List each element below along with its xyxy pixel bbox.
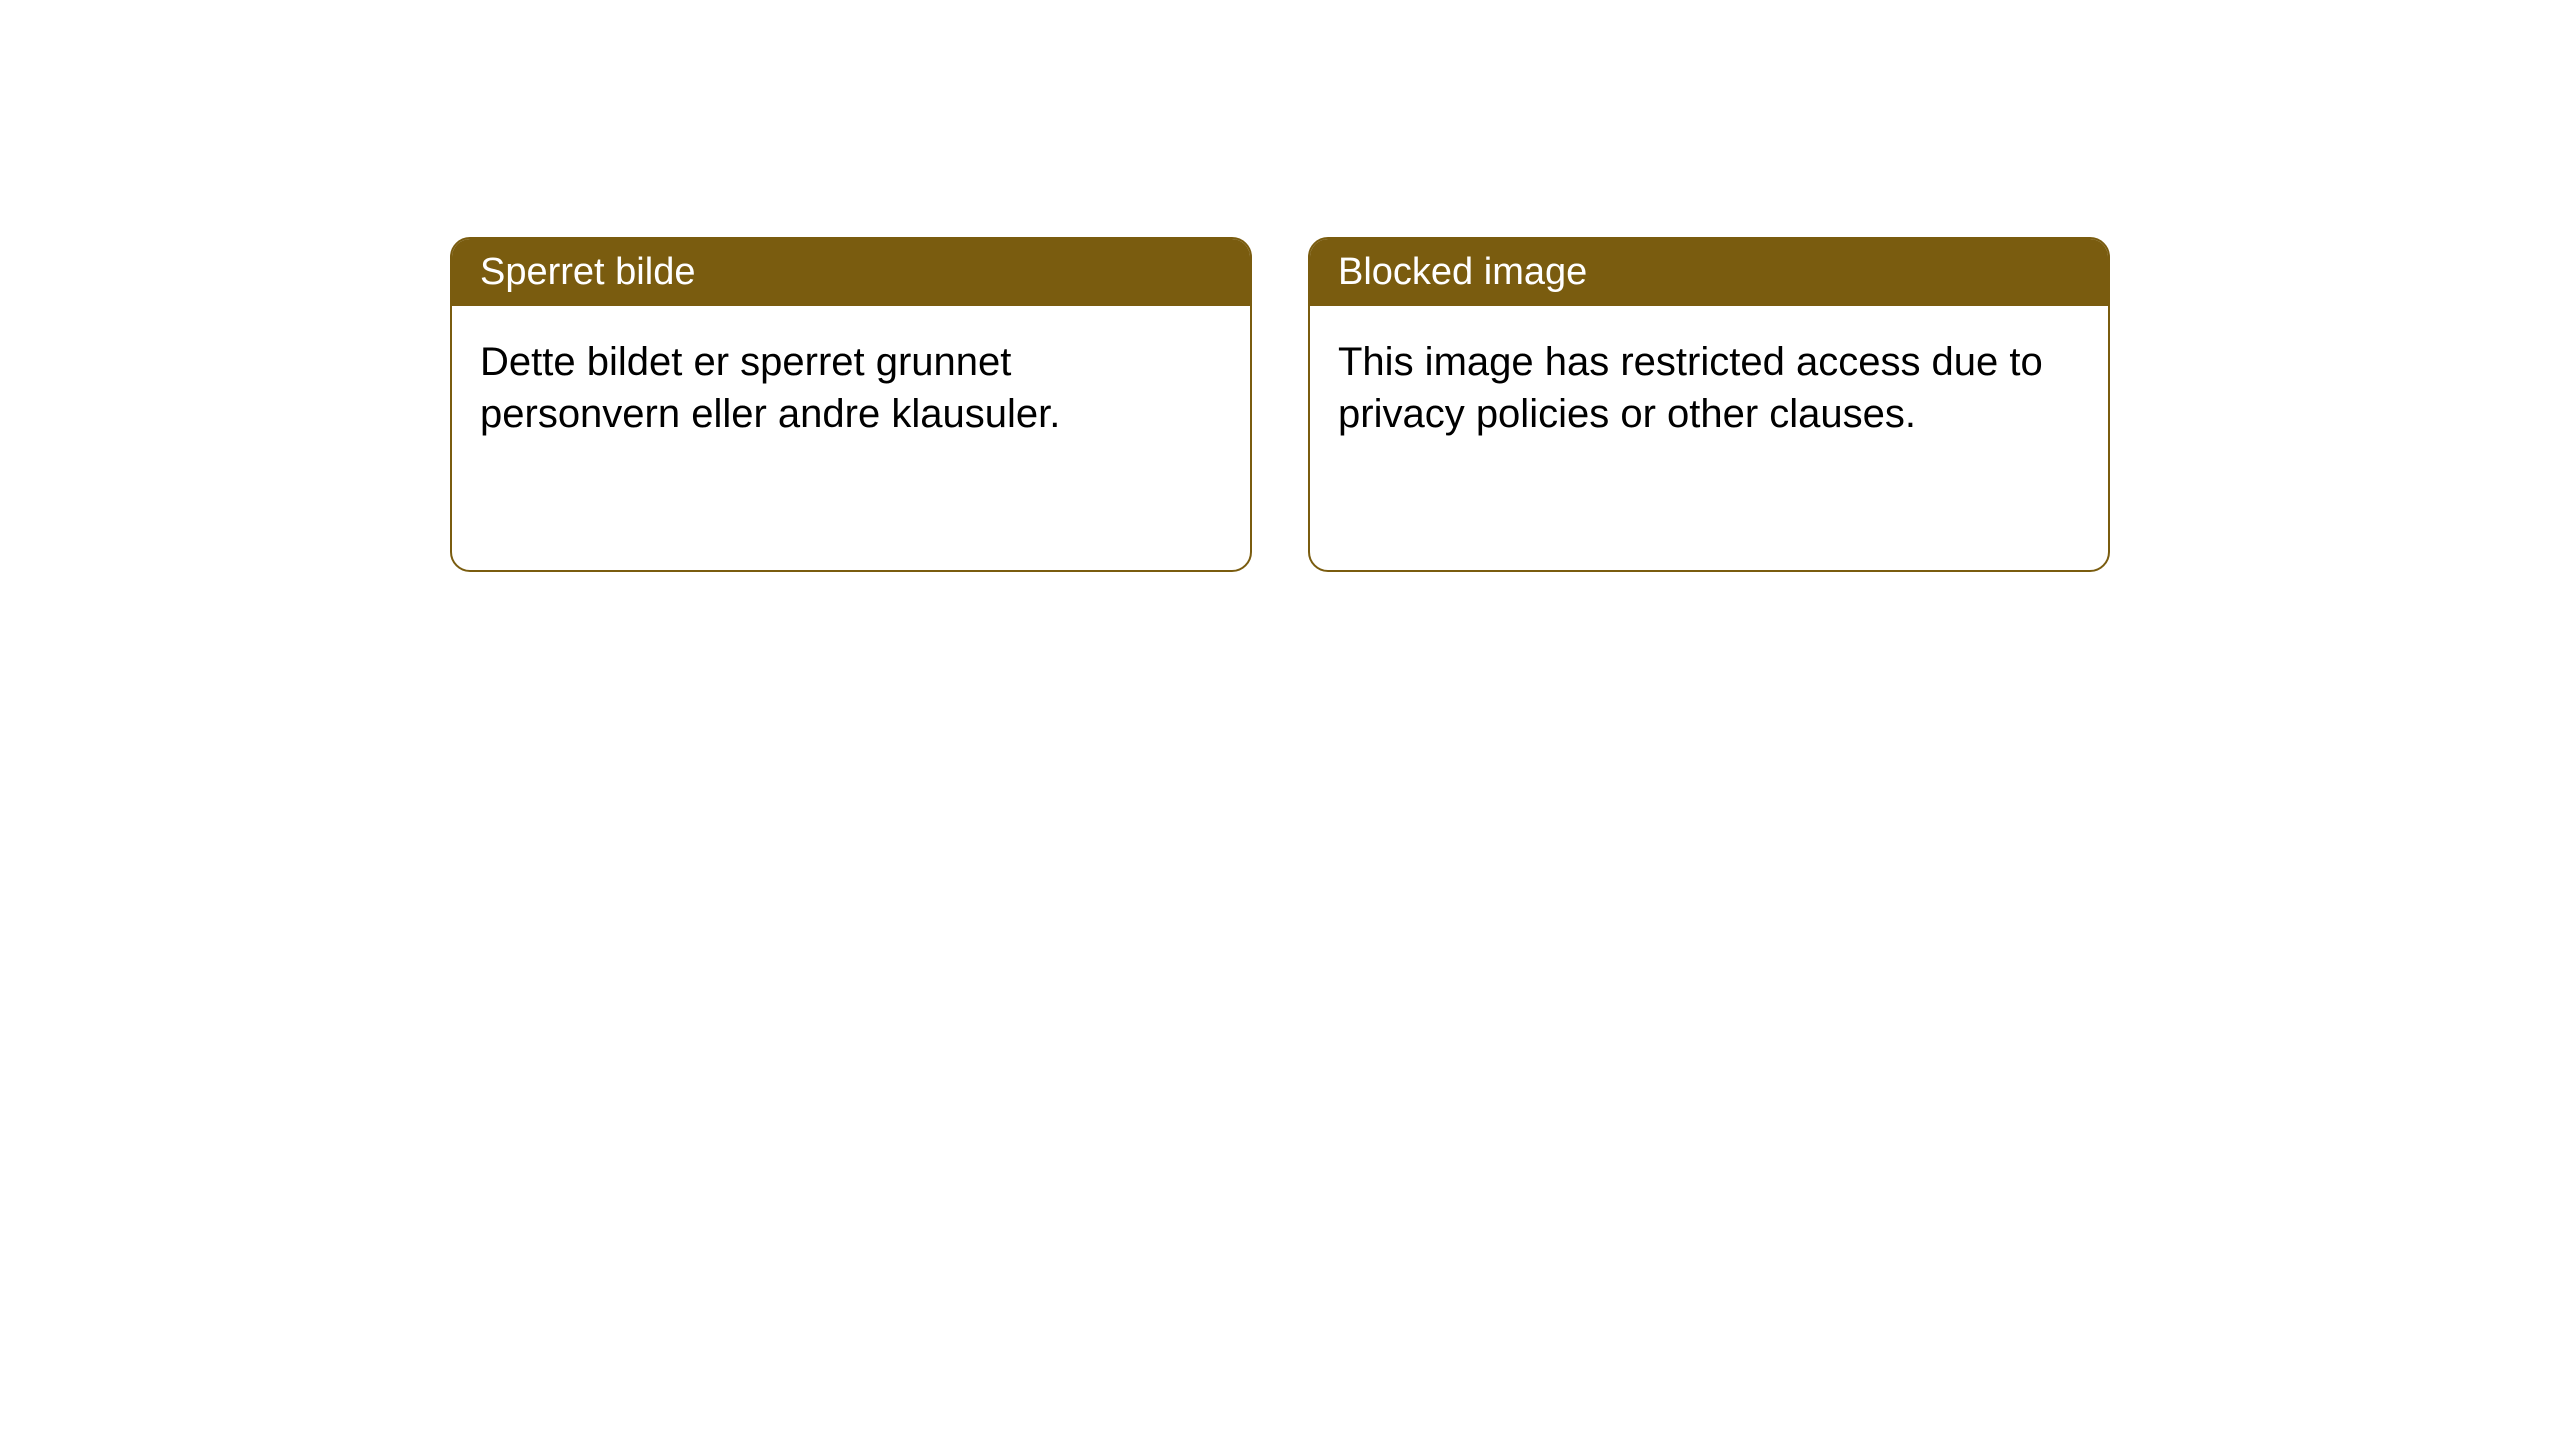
blocked-image-card-en: Blocked image This image has restricted … — [1308, 237, 2110, 572]
card-body: Dette bildet er sperret grunnet personve… — [452, 306, 1250, 470]
card-body-text: This image has restricted access due to … — [1338, 340, 2043, 436]
card-body-text: Dette bildet er sperret grunnet personve… — [480, 340, 1060, 436]
blocked-image-card-no: Sperret bilde Dette bildet er sperret gr… — [450, 237, 1252, 572]
card-body: This image has restricted access due to … — [1310, 306, 2108, 470]
card-title: Sperret bilde — [480, 251, 695, 293]
card-header: Blocked image — [1310, 239, 2108, 306]
card-header: Sperret bilde — [452, 239, 1250, 306]
notice-container: Sperret bilde Dette bildet er sperret gr… — [450, 237, 2110, 572]
card-title: Blocked image — [1338, 251, 1587, 293]
